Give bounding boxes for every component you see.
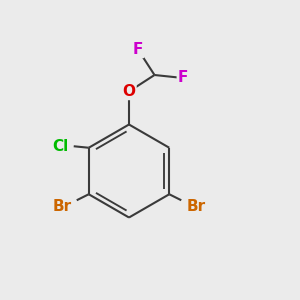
- Text: Br: Br: [52, 199, 71, 214]
- Text: F: F: [133, 42, 143, 57]
- Text: O: O: [122, 84, 136, 99]
- Text: Br: Br: [187, 199, 206, 214]
- Text: Cl: Cl: [52, 139, 68, 154]
- Text: F: F: [178, 70, 188, 86]
